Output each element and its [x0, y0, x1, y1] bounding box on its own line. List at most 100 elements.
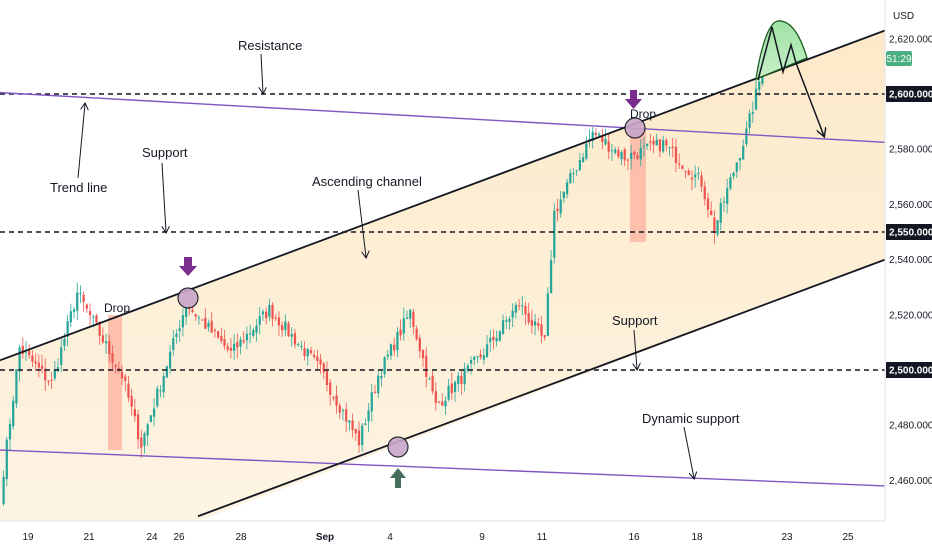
candle: [505, 316, 508, 330]
candle: [223, 329, 226, 350]
x-tick-label: 19: [22, 532, 34, 543]
touch-circle-3: [387, 436, 409, 458]
candle: [12, 396, 15, 430]
candle: [274, 314, 277, 321]
y-axis: 2,460.000 2,480.000 2,500.000 2,520.000 2,54…: [886, 34, 932, 487]
candle: [40, 354, 44, 374]
candle: [351, 413, 354, 438]
candle: [335, 385, 338, 414]
candle: [633, 150, 636, 160]
candle: [236, 333, 239, 359]
candle: [325, 361, 329, 392]
candle: [79, 285, 82, 304]
dynamic-support-line: [0, 449, 886, 487]
candle: [530, 309, 533, 334]
candle: [482, 348, 485, 365]
candle: [399, 319, 402, 341]
candle: [428, 376, 431, 380]
candle: [313, 350, 316, 360]
y-tick-label: 2,600.000: [889, 90, 932, 101]
candle: [98, 321, 101, 345]
candle: [469, 356, 473, 375]
drop-zone-left: [108, 315, 122, 450]
candle: [357, 421, 361, 453]
candle: [306, 347, 309, 366]
candle: [149, 414, 152, 423]
candle: [287, 320, 290, 338]
candle: [5, 436, 8, 487]
candle: [405, 310, 409, 320]
candle: [646, 143, 649, 150]
candle: [8, 418, 12, 451]
candle: [495, 330, 498, 347]
candle: [303, 341, 306, 361]
candle: [53, 360, 56, 381]
candle: [136, 409, 140, 449]
candle: [649, 133, 652, 151]
candle: [309, 346, 313, 355]
candle: [565, 178, 569, 199]
candle: [37, 354, 40, 378]
candle: [229, 338, 233, 359]
x-tick-label: 28: [235, 532, 247, 543]
down-arrow-icon: [179, 257, 197, 276]
candle: [140, 429, 143, 458]
label-support-lower: Support: [612, 313, 658, 328]
candle: [473, 355, 476, 366]
candle: [28, 344, 31, 360]
y-tick-label: 2,580.000: [889, 145, 932, 156]
candle: [556, 198, 559, 222]
candle: [453, 380, 457, 402]
label-drop-left: Drop: [104, 301, 130, 315]
candle: [271, 302, 274, 327]
candle: [703, 180, 706, 206]
candle: [735, 161, 738, 179]
candle: [120, 365, 124, 386]
candle: [207, 319, 210, 332]
candle: [364, 418, 367, 426]
candle: [626, 158, 630, 171]
channel-pointer: [357, 189, 366, 257]
candle: [597, 131, 601, 136]
candle: [277, 311, 281, 336]
label-resistance: Resistance: [238, 38, 302, 53]
trend-line: [0, 91, 886, 143]
candle: [252, 327, 255, 339]
candle: [2, 470, 5, 506]
candle: [591, 127, 594, 149]
candle: [373, 384, 377, 395]
candle: [485, 335, 489, 358]
x-tick-label: 4: [387, 532, 393, 543]
label-drop-right: Drop: [630, 107, 656, 121]
candle: [290, 327, 293, 347]
candle: [143, 431, 146, 454]
resistance-pointer: [261, 53, 263, 93]
candle: [82, 291, 85, 313]
x-tick-label: 21: [83, 532, 95, 543]
candle: [444, 396, 447, 415]
candle: [748, 109, 751, 134]
candle: [233, 334, 236, 360]
candle: [108, 334, 111, 363]
dynamic-support-pointer: [683, 426, 694, 478]
candle: [76, 282, 79, 320]
candle: [88, 303, 92, 326]
candle: [553, 203, 556, 264]
candle: [338, 402, 341, 419]
candle: [678, 153, 681, 169]
candle: [630, 144, 633, 170]
candle: [345, 402, 348, 433]
candle: [466, 363, 469, 373]
candle: [104, 333, 108, 354]
candle: [348, 420, 351, 431]
candle: [713, 210, 716, 244]
candle: [652, 136, 655, 154]
candle: [114, 364, 117, 374]
candle: [697, 166, 700, 180]
candle: [178, 319, 181, 342]
candle: [476, 355, 479, 363]
label-support-upper: Support: [142, 145, 188, 160]
candle: [329, 379, 332, 406]
candle: [124, 373, 127, 391]
